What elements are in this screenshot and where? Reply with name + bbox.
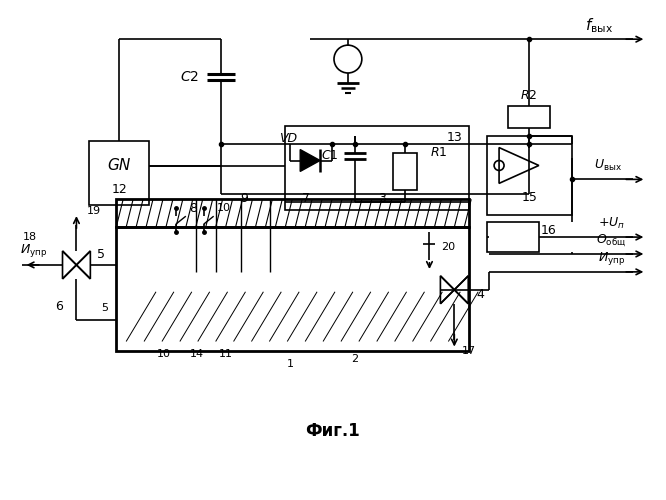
Text: 10: 10 xyxy=(216,203,230,213)
Text: $\mathit{U}_{\rm вых}$: $\mathit{U}_{\rm вых}$ xyxy=(595,158,623,173)
Polygon shape xyxy=(300,150,320,172)
Text: 16: 16 xyxy=(541,224,557,236)
Polygon shape xyxy=(454,276,468,303)
Bar xyxy=(487,222,539,252)
Bar xyxy=(487,136,571,215)
Text: 1: 1 xyxy=(287,360,294,370)
Text: 17: 17 xyxy=(462,346,476,356)
Polygon shape xyxy=(63,251,77,279)
Text: 5: 5 xyxy=(97,248,105,262)
Bar xyxy=(393,152,416,190)
Text: 7: 7 xyxy=(302,192,310,205)
Text: 14: 14 xyxy=(190,350,204,360)
Text: $\mathit{О}_{\rm общ}$: $\mathit{О}_{\rm общ}$ xyxy=(596,233,627,249)
Text: $R1$: $R1$ xyxy=(430,146,448,159)
Text: Фиг.1: Фиг.1 xyxy=(306,422,360,440)
Bar xyxy=(285,126,470,210)
Text: 3: 3 xyxy=(378,192,386,205)
Text: $\mathit{И}_{\rm упр}$: $\mathit{И}_{\rm упр}$ xyxy=(598,250,625,268)
Text: 12: 12 xyxy=(111,182,127,196)
Text: $R2$: $R2$ xyxy=(520,90,537,102)
Polygon shape xyxy=(77,251,91,279)
Text: $C2$: $C2$ xyxy=(180,70,198,84)
Text: 2: 2 xyxy=(352,354,358,364)
Bar xyxy=(116,200,470,227)
Text: $f_{\rm вых}$: $f_{\rm вых}$ xyxy=(585,16,613,34)
Text: 11: 11 xyxy=(218,350,232,360)
Text: 15: 15 xyxy=(521,191,537,204)
Text: VD: VD xyxy=(279,132,297,145)
Bar xyxy=(508,106,550,128)
Text: 10: 10 xyxy=(157,350,171,360)
Text: 9: 9 xyxy=(240,192,248,205)
Bar xyxy=(89,140,149,205)
Text: 20: 20 xyxy=(442,242,456,252)
Text: $+\mathit{U}_п$: $+\mathit{U}_п$ xyxy=(598,216,625,230)
Text: 13: 13 xyxy=(446,131,462,144)
Text: 4: 4 xyxy=(476,288,484,301)
Text: 5: 5 xyxy=(101,302,109,312)
Text: GN: GN xyxy=(108,158,131,172)
Bar xyxy=(116,227,470,352)
Text: 6: 6 xyxy=(55,300,63,313)
Text: 18: 18 xyxy=(23,232,37,242)
Text: 19: 19 xyxy=(87,206,101,216)
Text: 8: 8 xyxy=(188,202,197,214)
Text: $C1$: $C1$ xyxy=(322,149,339,162)
Polygon shape xyxy=(440,276,454,303)
Text: $\mathit{И}_{\rm упр}$: $\mathit{И}_{\rm упр}$ xyxy=(20,242,47,260)
